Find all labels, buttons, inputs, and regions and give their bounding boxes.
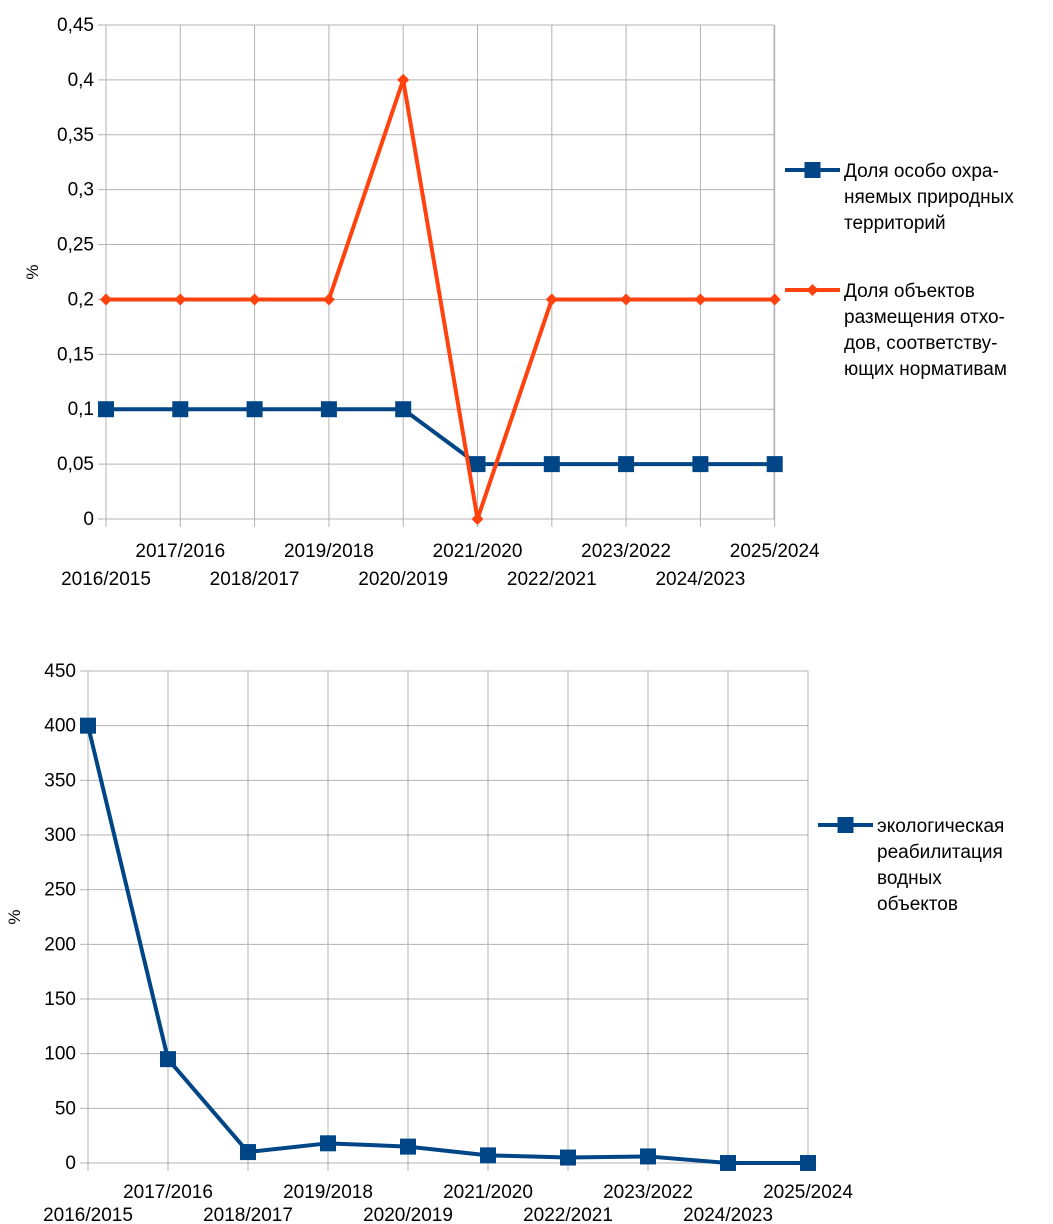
legend-entry-1: экологическая реабилитация водных объектов <box>818 816 1004 915</box>
data-point <box>240 1144 256 1161</box>
x-tick-label: 2018/2017 <box>210 569 300 590</box>
y-tick-label: 350 <box>44 770 76 791</box>
x-tick-label: 2020/2019 <box>363 1205 453 1224</box>
x-tick-label: 2025/2024 <box>763 1182 853 1203</box>
x-tick-label: 2017/2016 <box>135 541 225 562</box>
x-tick-label: 2025/2024 <box>730 541 820 562</box>
series-1 <box>98 401 783 473</box>
legend-label: няемых природных <box>844 187 1014 208</box>
y-tick-label: 250 <box>44 880 76 901</box>
data-point <box>98 401 114 418</box>
legend-label: размещения отхо- <box>844 307 1005 328</box>
data-point <box>480 1147 496 1164</box>
data-point <box>246 401 263 418</box>
data-point <box>320 401 337 418</box>
legend-marker <box>804 162 821 178</box>
x-tick-label: 2022/2021 <box>523 1205 613 1224</box>
legend-label: экологическая <box>877 816 1004 837</box>
series-line <box>86 725 808 1165</box>
data-point <box>100 293 112 306</box>
data-point <box>395 401 412 418</box>
legend-label: территорий <box>844 213 946 234</box>
legend-entry-1: Доля особо охра-няемых природных территор… <box>785 161 1014 234</box>
data-point <box>80 717 96 734</box>
data-point <box>322 293 335 306</box>
data-point <box>397 73 410 86</box>
legend-label: реабилитация <box>877 842 1003 863</box>
y-tick-label: 300 <box>44 825 76 846</box>
series-line <box>106 77 775 521</box>
y-tick-label: 0,15 <box>57 344 94 365</box>
x-tick-label: 2024/2023 <box>683 1205 773 1224</box>
x-tick-label: 2016/2015 <box>43 1205 133 1224</box>
x-tick-label: 2021/2020 <box>433 541 523 562</box>
y-tick-label: 0,45 <box>57 15 94 36</box>
series-2 <box>100 73 781 525</box>
y-tick-label: 400 <box>44 716 76 737</box>
data-point <box>172 401 189 418</box>
y-tick-label: 0,05 <box>57 454 94 475</box>
x-tick-label: 2022/2021 <box>507 569 597 590</box>
legend-label: объектов <box>877 894 958 915</box>
x-tick-label: 2019/2018 <box>284 541 374 562</box>
data-point <box>692 456 709 473</box>
x-tick-label: 2018/2017 <box>203 1205 293 1224</box>
data-point <box>543 456 560 473</box>
y-tick-label: 50 <box>55 1098 76 1119</box>
legend-label: дов, соответству- <box>844 333 997 354</box>
data-point <box>320 1135 336 1152</box>
data-point <box>620 293 633 306</box>
x-tick-label: 2019/2018 <box>283 1182 373 1203</box>
y-axis-label: % <box>23 264 42 279</box>
chart-2: 0 50 100 150 200 250 300 350 400 450 2016/2015 2017… <box>5 661 1004 1224</box>
y-tick-label: 0,25 <box>57 235 94 256</box>
data-point <box>471 513 484 525</box>
data-point <box>768 293 781 306</box>
x-tick-label: 2023/2022 <box>603 1182 693 1203</box>
legend-label: ющих нормативам <box>844 359 1007 380</box>
x-tick-label: 2017/2016 <box>123 1182 213 1203</box>
y-tick-label: 200 <box>44 934 76 955</box>
data-point <box>800 1155 816 1171</box>
legend-marker <box>837 817 854 833</box>
data-point <box>720 1155 736 1171</box>
y-tick-label: 450 <box>44 661 76 682</box>
y-tick-label: 0,4 <box>68 70 95 91</box>
data-point <box>694 293 707 306</box>
data-point <box>640 1148 656 1165</box>
legend-entry-2: Доля объектов размещения отхо-дов, соотве… <box>785 281 1007 380</box>
y-tick-label: 0,1 <box>68 399 94 420</box>
data-point <box>174 293 187 306</box>
y-axis-label: % <box>5 909 24 924</box>
data-point <box>618 456 635 473</box>
data-point <box>160 1051 176 1068</box>
x-tick-label: 2023/2022 <box>581 541 671 562</box>
y-tick-label: 100 <box>44 1044 76 1065</box>
x-tick-label: 2016/2015 <box>61 569 151 590</box>
data-point <box>545 293 558 306</box>
data-point <box>400 1138 416 1155</box>
x-tick-label: 2024/2023 <box>655 569 745 590</box>
series-line <box>106 407 775 467</box>
series-1 <box>80 717 816 1171</box>
legend-marker <box>806 284 819 296</box>
legend-label: водных <box>877 868 942 889</box>
x-tick-label: 2021/2020 <box>443 1182 533 1203</box>
legend-label: Доля особо охра- <box>844 161 999 182</box>
data-point <box>560 1149 576 1166</box>
legend-label: Доля объектов <box>844 281 975 302</box>
x-tick-label: 2020/2019 <box>358 569 448 590</box>
y-tick-label: 150 <box>44 989 76 1010</box>
y-tick-label: 0 <box>65 1153 76 1174</box>
data-point <box>766 456 783 473</box>
y-tick-label: 0,3 <box>68 180 94 201</box>
y-tick-label: 0,2 <box>68 289 94 310</box>
y-tick-label: 0,35 <box>57 125 94 146</box>
chart-1: 0 0,05 0,1 0,15 0,2 0,25 0,3 0,35 0,4 0,45 2016/20… <box>23 15 1014 590</box>
y-tick-label: 0 <box>83 509 94 530</box>
data-point <box>469 456 486 473</box>
data-point <box>248 293 261 306</box>
